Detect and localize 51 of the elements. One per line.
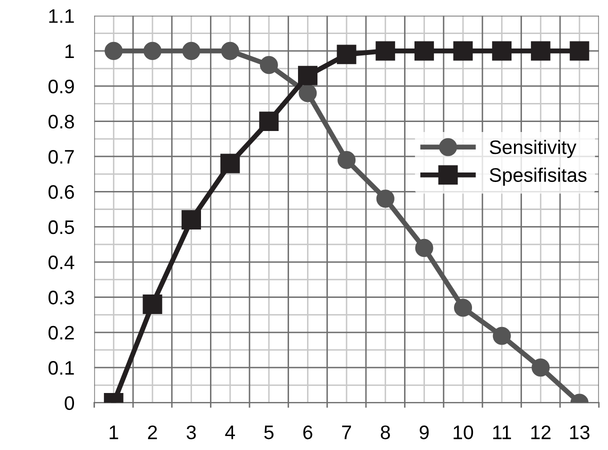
point (298, 66, 318, 86)
point (532, 358, 550, 377)
point (414, 41, 434, 61)
y-tick-label: 0.9 (48, 80, 74, 94)
point (570, 41, 590, 61)
point (415, 238, 434, 257)
x-tick-label: 9 (420, 425, 429, 440)
y-tick-label: 0 (64, 396, 74, 410)
point (182, 42, 200, 60)
point (142, 294, 162, 314)
y-tick-label: 0.1 (48, 361, 74, 375)
point (182, 210, 202, 230)
y-tick-label: 0.8 (48, 114, 74, 129)
x-tick-label: 1 (110, 426, 118, 440)
point (336, 44, 356, 64)
point (220, 154, 240, 174)
y-tick-label: 0.3 (48, 290, 74, 304)
y-tick-label: 0.5 (48, 220, 74, 234)
x-tick-label: 7 (342, 426, 351, 440)
x-tick-label: 12 (531, 425, 550, 440)
x-tick-label: 10 (454, 425, 474, 440)
y-tick-label: 0.6 (48, 185, 74, 199)
x-tick-label: 8 (380, 425, 390, 440)
x-tick-label: 2 (148, 425, 157, 440)
point (259, 112, 279, 132)
point (454, 298, 472, 317)
point (221, 42, 240, 60)
y-tick-label: 1.1 (49, 9, 74, 23)
point (260, 56, 278, 74)
point (376, 190, 394, 208)
point (492, 41, 512, 61)
legend-label: Sensitivity (490, 140, 576, 158)
y-tick-label: 0.7 (48, 150, 74, 164)
point (104, 42, 123, 60)
x-tick-label: 4 (225, 426, 235, 440)
x-tick-label: 6 (303, 425, 312, 440)
point (143, 42, 162, 60)
legend-label: Spesifisitas (490, 168, 587, 186)
y-tick-label: 0.4 (48, 255, 74, 270)
x-tick-label: 13 (570, 425, 590, 440)
x-tick-label: 11 (493, 426, 511, 440)
point (453, 41, 473, 61)
point (376, 41, 396, 61)
x-tick-label: 3 (186, 425, 196, 440)
point (492, 326, 511, 345)
point (338, 150, 356, 170)
y-tick-label: 0.2 (48, 326, 74, 340)
point (298, 84, 317, 102)
y-tick-label: 1 (65, 44, 74, 58)
point (530, 41, 550, 61)
x-tick-label: 5 (264, 426, 274, 440)
